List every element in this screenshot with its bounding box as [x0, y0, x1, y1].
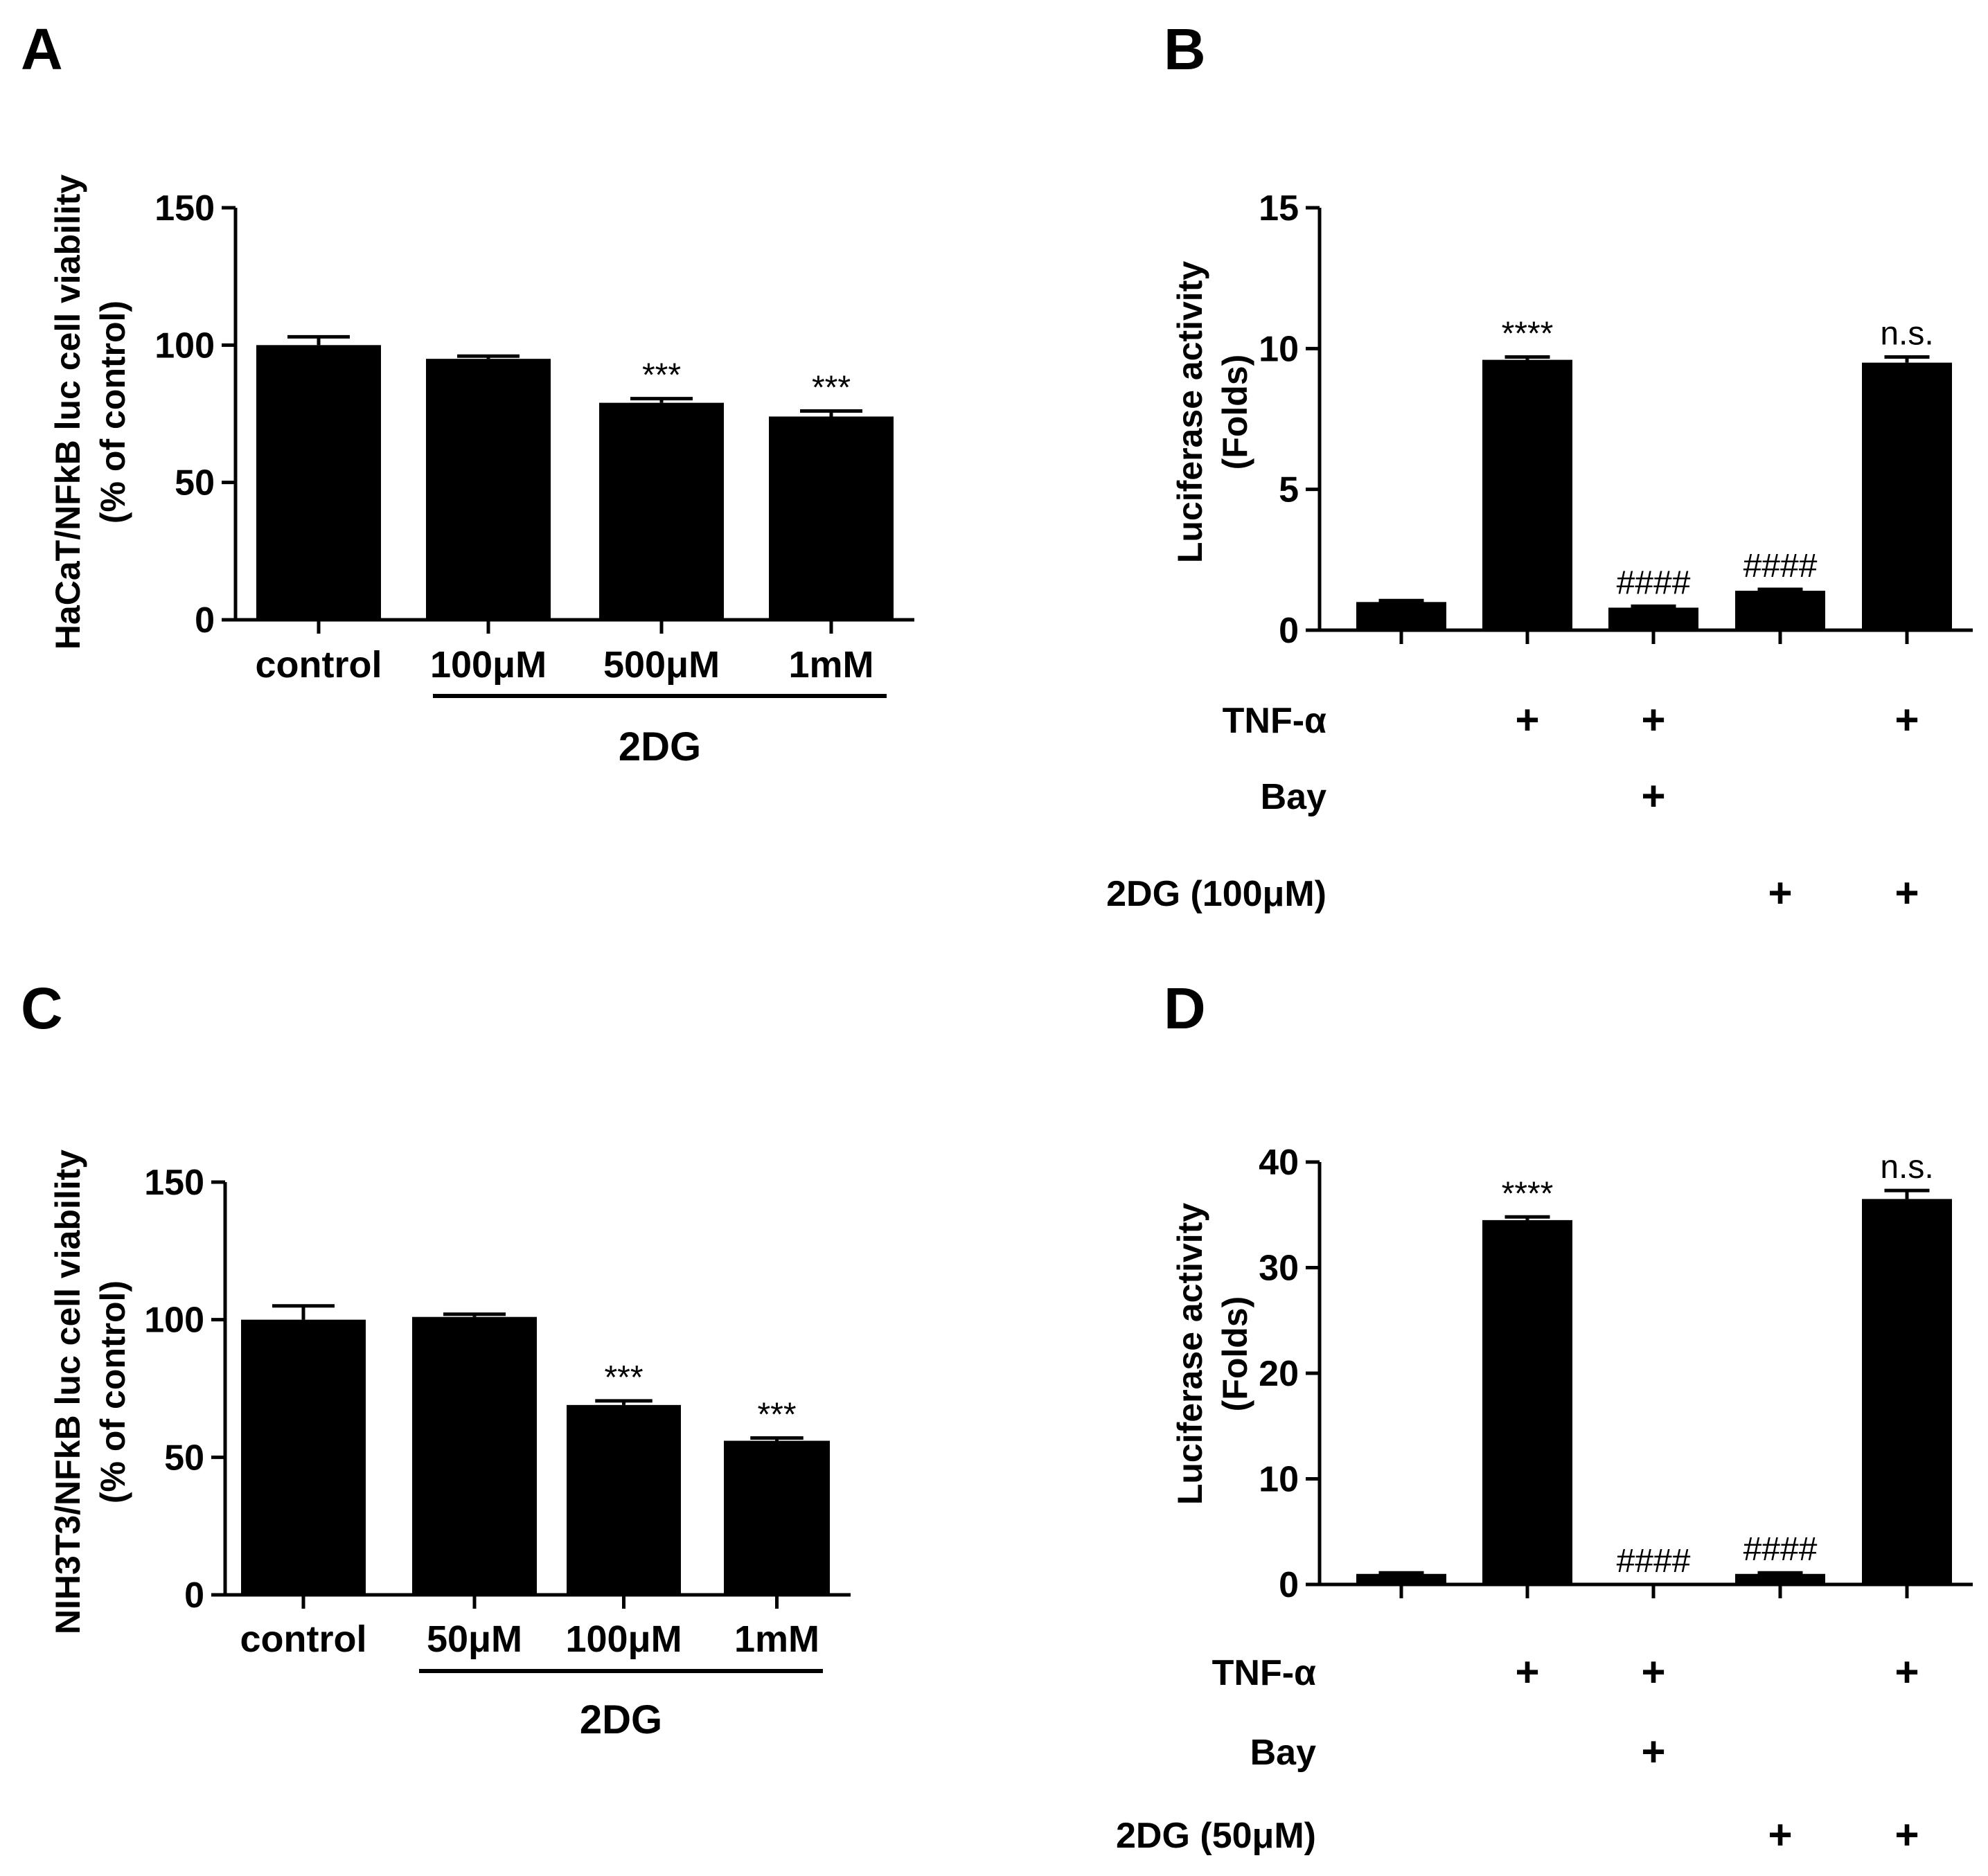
condition-mark: + — [1515, 697, 1539, 743]
x-tick-label: 100μM — [430, 644, 547, 686]
y-tick-label: 5 — [1279, 470, 1299, 510]
y-axis-label: (Folds) — [1216, 355, 1254, 470]
x-tick-label: control — [256, 644, 382, 686]
panel-a: A 0 50 100 150 HaCaT/NFkB luc cell viability(… — [21, 17, 914, 769]
y-axis-label: (% of control) — [94, 301, 132, 524]
bar — [241, 1319, 366, 1595]
bar — [1735, 1573, 1825, 1584]
data-annotation: *** — [757, 1397, 796, 1433]
condition-mark: + — [1515, 1649, 1539, 1695]
panel-letter: B — [1164, 17, 1206, 82]
y-axis-label: Luciferase activity — [1171, 1203, 1209, 1506]
data-annotation: n.s. — [1880, 316, 1933, 352]
bar — [412, 1316, 537, 1595]
bar — [256, 345, 381, 620]
bar — [426, 359, 551, 620]
bar — [567, 1404, 681, 1595]
panel-d: D 0 10 20 30 40 Luciferase activity (Folds) ****… — [1116, 976, 1973, 1858]
data-annotation: **** — [1502, 1175, 1554, 1212]
y-axis-label: (% of control) — [94, 1280, 132, 1503]
bar — [769, 416, 894, 620]
condition-mark: + — [1894, 870, 1919, 916]
bar — [599, 402, 724, 620]
condition-label: 2DG (50μM) — [1116, 1816, 1316, 1856]
panel-letter: D — [1164, 976, 1206, 1041]
y-tick-label: 0 — [1279, 1565, 1299, 1605]
y-tick-label: 50 — [164, 1438, 204, 1478]
y-tick-label: 15 — [1259, 188, 1299, 229]
bar — [1862, 362, 1952, 630]
x-tick-label: 500μM — [603, 644, 720, 686]
data-annotation: *** — [812, 370, 851, 407]
data-annotation: #### — [1617, 1543, 1691, 1580]
y-tick-label: 10 — [1259, 1460, 1299, 1500]
bar — [1356, 1573, 1446, 1584]
condition-mark: + — [1641, 1728, 1665, 1775]
group-label: 2DG — [619, 724, 701, 769]
data-annotation: *** — [604, 1359, 643, 1396]
data-annotation: #### — [1743, 548, 1818, 584]
panel-letter: A — [21, 17, 63, 82]
condition-label: TNF-α — [1223, 701, 1326, 741]
x-tick-label: 100μM — [565, 1618, 682, 1660]
condition-mark: + — [1894, 1812, 1919, 1858]
panel-c: C 0 50 100 150 NIH3T3/NFkB luc cell viability… — [21, 976, 851, 1742]
y-axis-label: NIH3T3/NFkB luc cell viability — [48, 1150, 87, 1634]
y-tick-label: 100 — [144, 1301, 204, 1341]
panel-letter: C — [21, 976, 63, 1041]
condition-label: 2DG (100μM) — [1106, 874, 1326, 914]
y-tick-label: 0 — [184, 1575, 204, 1616]
bar — [1356, 602, 1446, 630]
bar — [1608, 607, 1698, 630]
data-annotation: n.s. — [1880, 1149, 1933, 1186]
y-tick-label: 20 — [1259, 1354, 1299, 1394]
y-tick-label: 150 — [154, 188, 215, 229]
bar — [1482, 359, 1572, 630]
x-tick-label: 1mM — [734, 1618, 819, 1660]
data-annotation: #### — [1617, 564, 1691, 601]
condition-mark: + — [1641, 1649, 1665, 1695]
group-label: 2DG — [580, 1697, 662, 1742]
y-axis-label: (Folds) — [1216, 1296, 1254, 1412]
y-tick-label: 100 — [154, 325, 215, 366]
x-tick-label: control — [240, 1618, 367, 1660]
y-tick-label: 0 — [1279, 611, 1299, 651]
y-tick-label: 150 — [144, 1163, 204, 1203]
y-tick-label: 40 — [1259, 1143, 1299, 1183]
condition-mark: + — [1641, 697, 1665, 743]
condition-label: Bay — [1250, 1733, 1316, 1773]
data-annotation: #### — [1743, 1531, 1818, 1568]
condition-mark: + — [1894, 1649, 1919, 1695]
y-axis-label: HaCaT/NFkB luc cell viability — [48, 175, 87, 650]
bar — [1862, 1199, 1952, 1584]
x-tick-label: 50μM — [427, 1618, 522, 1660]
condition-mark: + — [1768, 1812, 1792, 1858]
x-tick-label: 1mM — [788, 644, 873, 686]
data-annotation: *** — [642, 357, 681, 394]
condition-mark: + — [1768, 870, 1792, 916]
y-tick-label: 30 — [1259, 1249, 1299, 1289]
bar — [1482, 1220, 1572, 1584]
y-tick-label: 10 — [1259, 329, 1299, 369]
condition-label: TNF-α — [1212, 1653, 1316, 1693]
condition-mark: + — [1894, 697, 1919, 743]
condition-label: Bay — [1261, 777, 1326, 817]
y-axis-label: Luciferase activity — [1171, 261, 1209, 564]
panel-b: B 0 5 10 15 Luciferase activity (Folds) **** ###… — [1106, 17, 1973, 916]
data-annotation: **** — [1502, 316, 1554, 352]
y-tick-label: 50 — [175, 463, 215, 503]
condition-mark: + — [1641, 773, 1665, 819]
bar — [724, 1440, 830, 1595]
y-tick-label: 0 — [195, 600, 215, 641]
bar — [1735, 591, 1825, 630]
